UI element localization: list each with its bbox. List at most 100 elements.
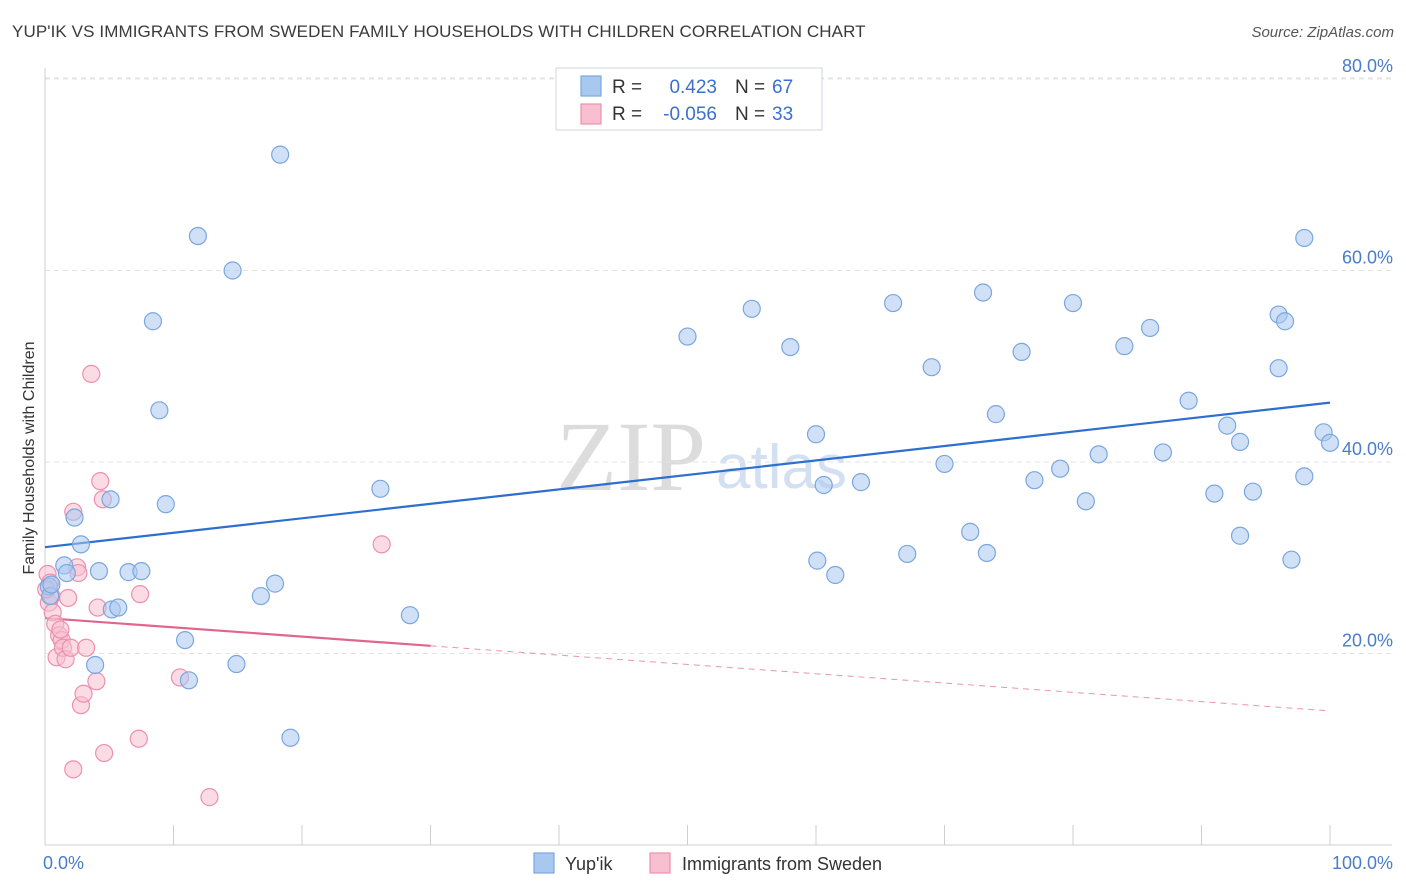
point-yupik[interactable] [973,283,993,302]
point-yupik[interactable] [678,327,697,346]
point-yupik[interactable] [227,654,246,674]
point-yupik[interactable] [1269,359,1288,378]
point-yupik[interactable] [1089,445,1108,464]
legend-swatch-yupik[interactable] [533,852,555,874]
point-yupik[interactable] [1275,312,1295,331]
point-yupik[interactable] [65,508,84,527]
legend-label-sweden[interactable]: Immigrants from Sweden [682,854,882,874]
point-yupik[interactable] [961,522,980,541]
point-yupik[interactable] [188,226,208,246]
point-yupik[interactable] [400,606,420,625]
point-yupik[interactable] [883,293,903,313]
axes [44,68,1392,846]
point-sweden[interactable] [61,638,80,657]
legend-label-yupik[interactable]: Yup'ik [565,854,613,874]
legend: Yup'ik Immigrants from Sweden [533,852,882,874]
point-yupik[interactable] [1295,228,1314,248]
point-yupik[interactable] [1153,443,1173,462]
point-yupik[interactable] [1230,526,1250,545]
point-yupik[interactable] [156,495,175,514]
stats-n-label-1: N = [735,77,765,98]
x-tick-label-min: 0.0% [43,853,84,873]
point-yupik[interactable] [1295,467,1314,486]
point-sweden[interactable] [372,535,391,554]
point-yupik[interactable] [1282,550,1301,569]
point-yupik[interactable] [1051,459,1070,478]
legend-swatch-sweden[interactable] [649,852,671,874]
point-yupik[interactable] [1063,293,1083,313]
point-sweden[interactable] [129,729,148,748]
point-yupik[interactable] [57,563,76,583]
y-tick-label: 40.0% [1342,439,1393,459]
stats-r-value-1: 0.423 [669,77,717,98]
point-yupik[interactable] [1012,342,1031,361]
stats-swatch-yupik [580,75,602,97]
point-yupik[interactable] [281,728,300,747]
point-yupik[interactable] [1025,471,1044,490]
watermark-zip: ZIP [556,401,706,512]
point-yupik[interactable] [223,261,242,280]
point-yupik[interactable] [935,454,954,474]
point-yupik[interactable] [742,299,761,318]
point-yupik[interactable] [109,598,128,617]
point-yupik[interactable] [1076,492,1095,511]
point-yupik[interactable] [814,475,833,495]
chart-title: YUP'IK VS IMMIGRANTS FROM SWEDEN FAMILY … [12,22,866,41]
point-sweden[interactable] [59,588,78,608]
stats-r-label-1: R = [612,77,642,98]
trend-line-yupik [44,401,1331,549]
y-tick-label: 20.0% [1342,631,1393,651]
point-yupik[interactable] [977,543,997,563]
point-yupik[interactable] [1218,416,1237,435]
point-yupik[interactable] [86,655,105,675]
point-yupik[interactable] [150,401,169,420]
point-yupik[interactable] [265,574,285,593]
point-yupik[interactable] [986,405,1006,424]
point-sweden[interactable] [82,364,101,384]
point-sweden[interactable] [95,743,114,763]
source-note: Source: ZipAtlas.com [1251,24,1394,41]
trend-line-sweden [44,616,431,647]
point-yupik[interactable] [851,473,871,492]
data-points [37,145,1340,807]
point-sweden[interactable] [91,472,110,491]
point-yupik[interactable] [271,145,290,164]
point-sweden[interactable] [200,788,219,807]
point-yupik[interactable] [1179,391,1198,410]
point-sweden[interactable] [74,684,93,703]
trend-lines [44,401,1331,712]
point-yupik[interactable] [781,338,800,357]
point-yupik[interactable] [101,490,120,509]
stats-r-label-2: R = [612,104,642,125]
point-yupik[interactable] [1243,482,1263,501]
point-sweden[interactable] [77,638,96,657]
point-yupik[interactable] [89,562,109,581]
point-yupik[interactable] [806,425,826,444]
point-sweden[interactable] [51,620,70,639]
point-yupik[interactable] [1205,484,1224,503]
point-yupik[interactable] [42,575,61,594]
point-yupik[interactable] [808,551,827,570]
point-yupik[interactable] [179,671,199,690]
point-sweden[interactable] [64,760,83,779]
point-yupik[interactable] [132,562,151,581]
point-yupik[interactable] [71,535,91,554]
point-yupik[interactable] [1115,337,1134,356]
point-sweden[interactable] [87,672,106,691]
point-yupik[interactable] [175,630,195,650]
y-tick-label: 60.0% [1342,248,1393,268]
point-yupik[interactable] [922,358,941,377]
point-yupik[interactable] [143,312,163,331]
point-yupik[interactable] [1320,433,1340,452]
point-yupik[interactable] [1140,318,1160,338]
stats-box: R = 0.423 N = 67 R = -0.056 N = 33 [555,67,823,131]
point-yupik[interactable] [898,544,917,564]
point-yupik[interactable] [251,586,270,606]
point-yupik[interactable] [826,565,845,585]
point-yupik[interactable] [371,479,390,498]
stats-n-value-1: 67 [772,77,793,98]
point-sweden[interactable] [130,585,150,604]
stats-r-value-2: -0.056 [663,104,717,125]
point-yupik[interactable] [1230,432,1250,451]
